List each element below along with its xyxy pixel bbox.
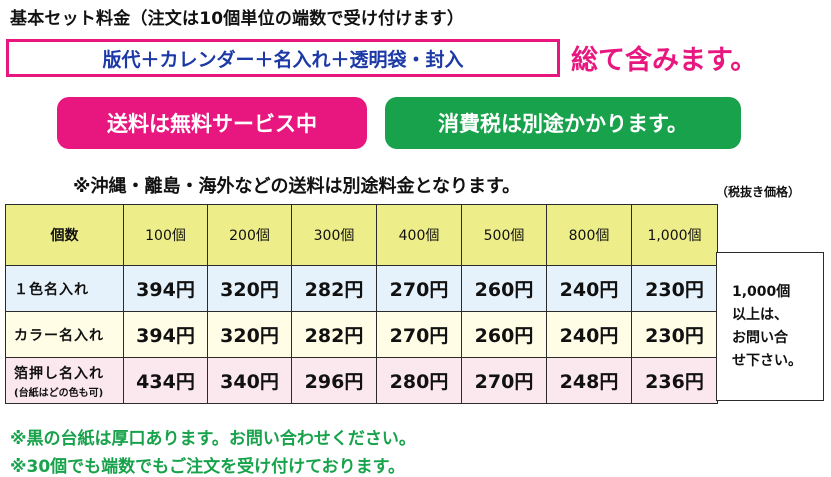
price-cell: 282円	[291, 265, 377, 312]
price-cell: 320円	[207, 265, 292, 312]
table-row: １色名入れ 394円 320円 282円 270円 260円 240円 230円	[5, 265, 718, 312]
row-label: １色名入れ	[5, 265, 124, 312]
price-cell: 230円	[631, 265, 718, 312]
price-cell: 394円	[123, 311, 208, 358]
header-300: 300個	[291, 204, 377, 266]
price-cell: 270円	[376, 311, 462, 358]
price-cell: 240円	[546, 265, 632, 312]
price-cell: 320円	[207, 311, 292, 358]
price-cell: 434円	[123, 357, 208, 404]
table-row: 箔押し名入れ (台紙はどの色も可) 434円 340円 296円 280円 27…	[5, 357, 718, 404]
price-cell: 260円	[461, 311, 547, 358]
price-cell: 394円	[123, 265, 208, 312]
price-cell: 340円	[207, 357, 292, 404]
page-heading: 基本セット料金（注文は10個単位の端数で受け付けます）	[10, 9, 465, 29]
included-suffix: 総て含みます。	[571, 45, 758, 76]
tax-separate-badge: 消費税は別途かかります。	[385, 97, 741, 149]
header-400: 400個	[376, 204, 462, 266]
table-header-row: 個数 100個 200個 300個 400個 500個 800個 1,000個	[5, 204, 718, 266]
price-cell: 282円	[291, 311, 377, 358]
included-items-box: 版代＋カレンダー＋名入れ＋透明袋・封入	[6, 39, 560, 77]
included-items-text: 版代＋カレンダー＋名入れ＋透明袋・封入	[102, 48, 464, 71]
price-cell: 230円	[631, 311, 718, 358]
header-100: 100個	[123, 204, 208, 266]
tax-excluded-note: （税抜き価格）	[716, 185, 801, 199]
fractional-order-note: ※30個でも端数でもご注文を受け付けております。	[10, 457, 405, 477]
price-table: 個数 100個 200個 300個 400個 500個 800個 1,000個 …	[5, 204, 718, 404]
table-row: カラー名入れ 394円 320円 282円 270円 260円 240円 230…	[5, 311, 718, 358]
free-shipping-badge: 送料は無料サービス中	[57, 97, 367, 149]
row-label-sub: (台紙はどの色も可)	[14, 387, 104, 399]
price-cell: 236円	[631, 357, 718, 404]
header-1000: 1,000個	[631, 204, 718, 266]
header-quantity: 個数	[5, 204, 124, 266]
large-order-text: 1,000個 以上は、 お問い合 せ下さい。	[732, 283, 802, 369]
price-cell: 296円	[291, 357, 377, 404]
row-label: カラー名入れ	[5, 311, 124, 358]
price-cell: 248円	[546, 357, 632, 404]
price-cell: 280円	[376, 357, 462, 404]
price-cell: 270円	[461, 357, 547, 404]
row-label-cell: 箔押し名入れ (台紙はどの色も可)	[5, 357, 124, 404]
large-order-note: 1,000個 以上は、 お問い合 せ下さい。	[716, 252, 824, 401]
price-cell: 240円	[546, 311, 632, 358]
black-paper-note: ※黒の台紙は厚口あります。お問い合わせください。	[10, 429, 416, 449]
remote-shipping-note: ※沖縄・離島・海外などの送料は別途料金となります。	[73, 176, 521, 197]
price-cell: 260円	[461, 265, 547, 312]
header-500: 500個	[461, 204, 547, 266]
row-label: 箔押し名入れ	[14, 365, 104, 382]
header-200: 200個	[207, 204, 292, 266]
header-800: 800個	[546, 204, 632, 266]
price-cell: 270円	[376, 265, 462, 312]
